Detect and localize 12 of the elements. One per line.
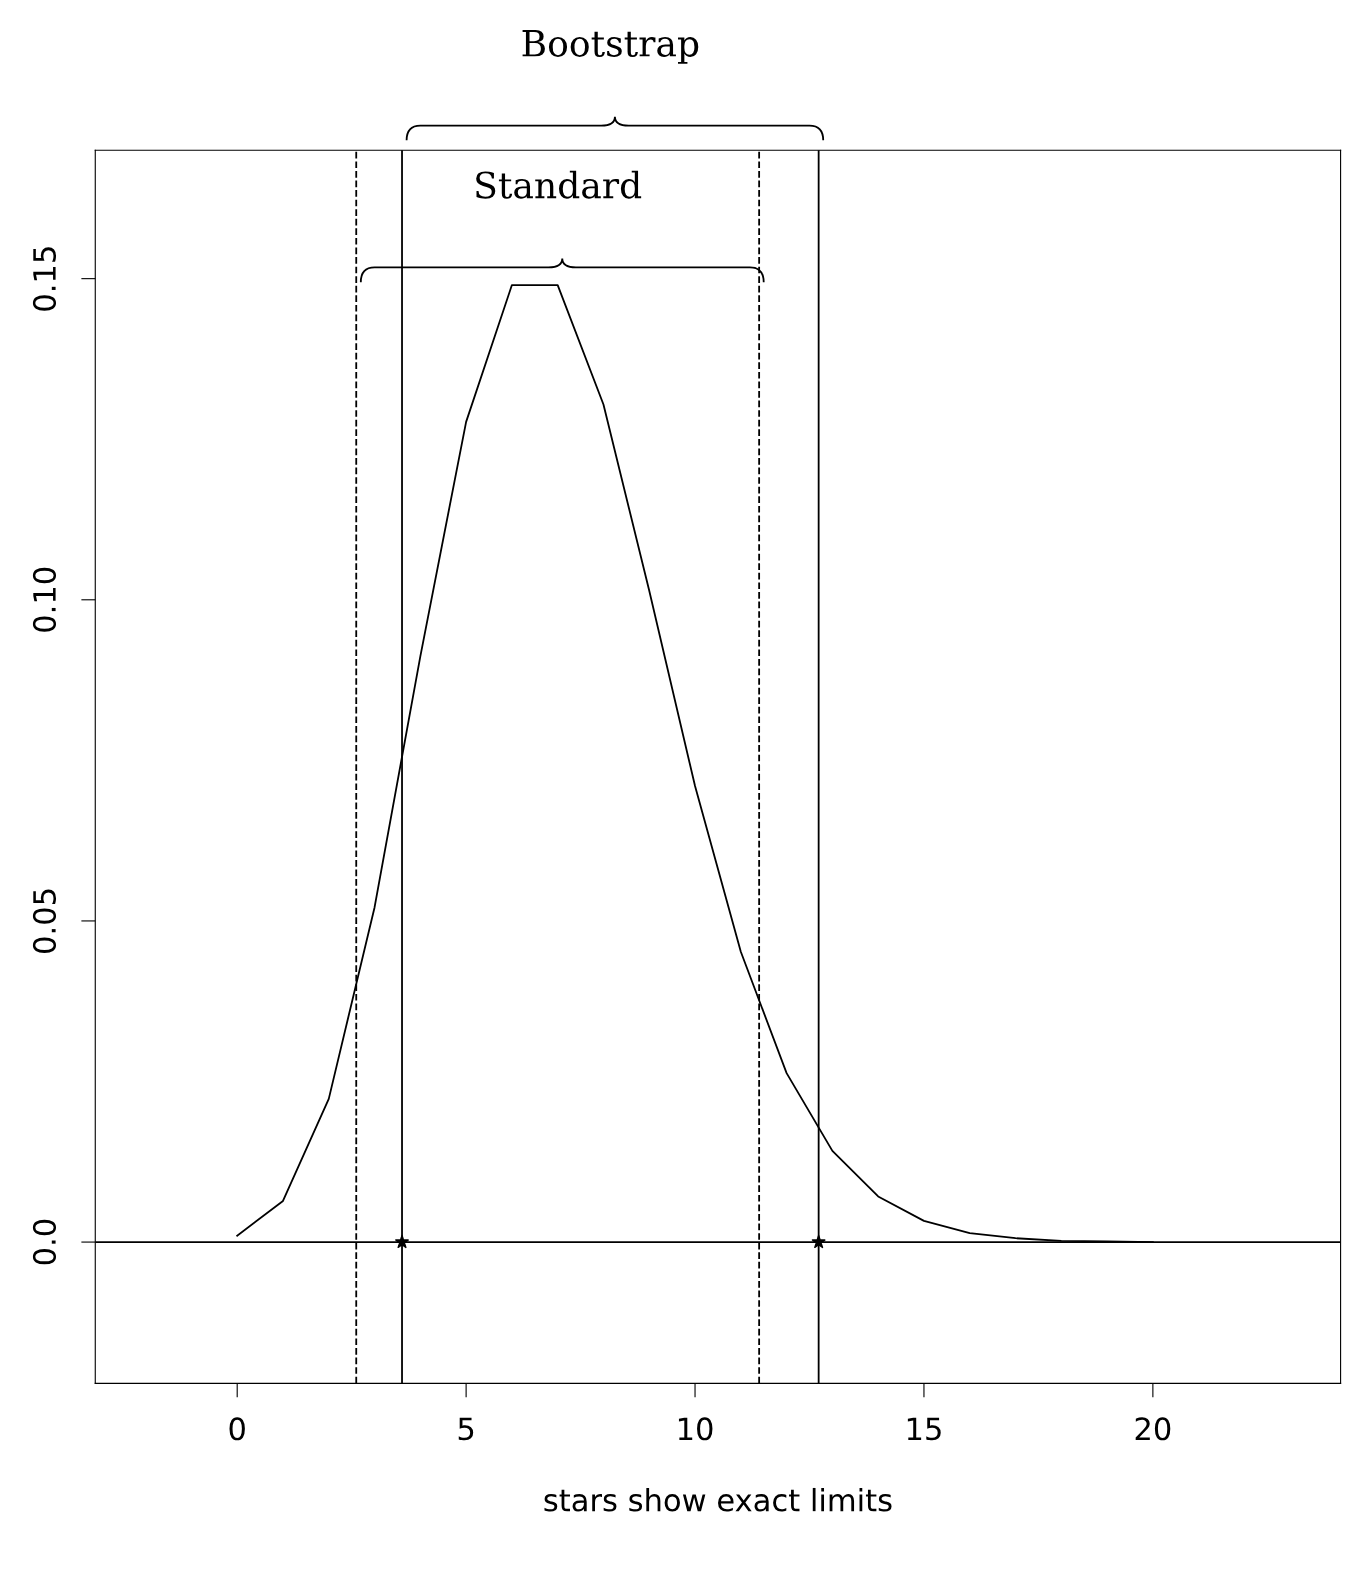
- x-tick-label: 10: [678, 1417, 713, 1441]
- x-tick-label: 15: [907, 1417, 941, 1441]
- x-tick-label: 0: [229, 1417, 245, 1441]
- x-tick-label: 5: [458, 1417, 474, 1441]
- x-tick-label: 20: [1135, 1417, 1171, 1441]
- y-tick-label: 0.0: [32, 1219, 57, 1265]
- annotation: Standard: [476, 170, 642, 199]
- text: Bootstrap: [522, 30, 699, 64]
- y-tick-label: 0.10: [32, 567, 57, 632]
- y-tick-label: 0.15: [32, 247, 57, 311]
- y-tick-label: 0.05: [32, 889, 57, 953]
- x-axis-title: stars show exact limits: [544, 1487, 892, 1512]
